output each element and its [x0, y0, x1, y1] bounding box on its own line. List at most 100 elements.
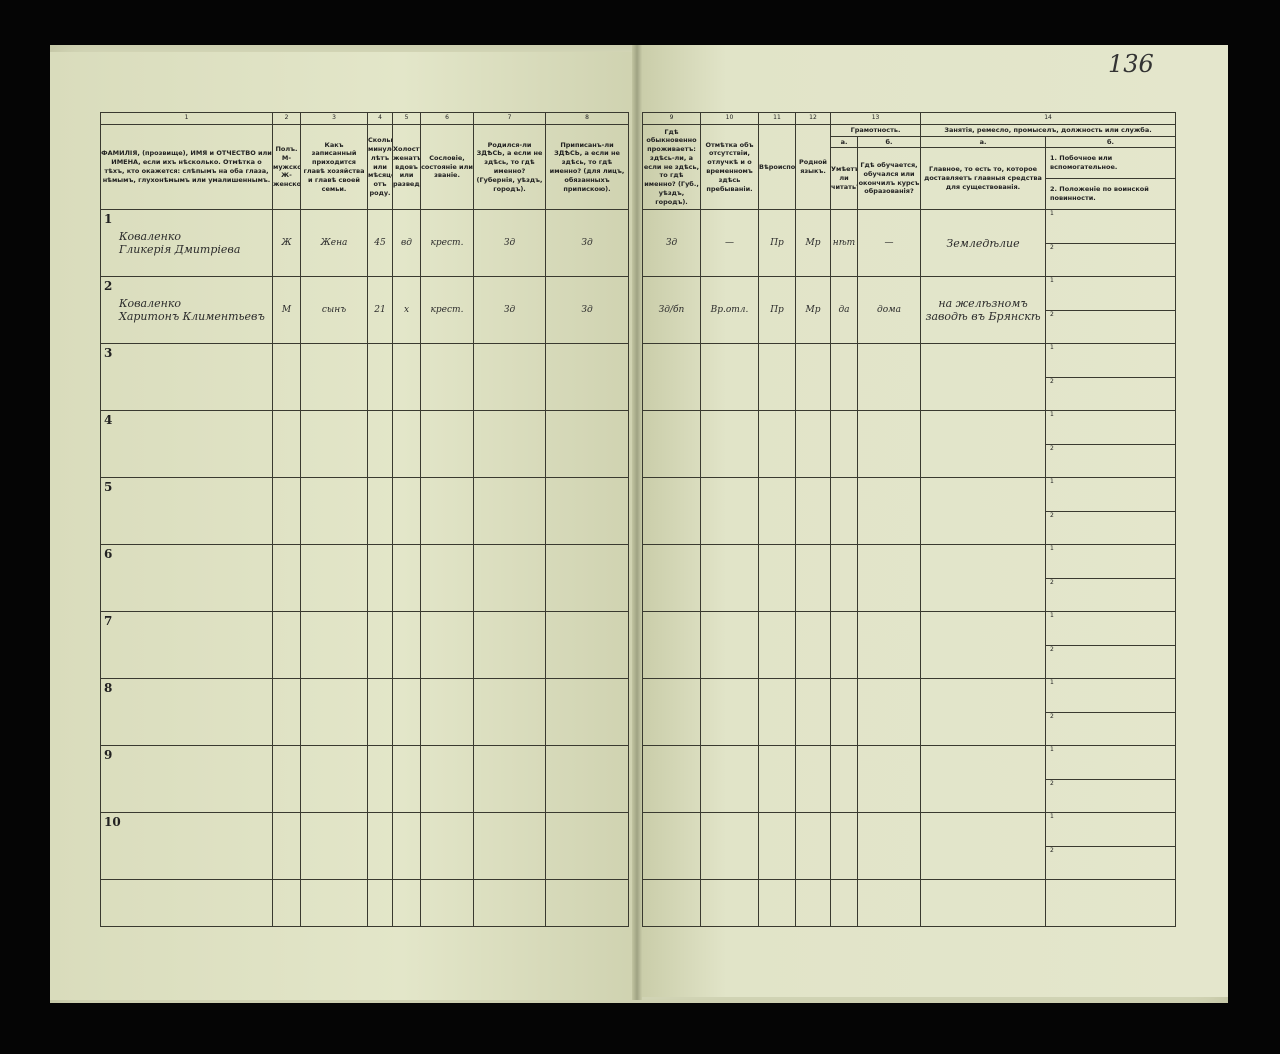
col-number: 13 [829, 112, 922, 125]
table-row: 1 Коваленко Гликерія Дмитріева Ж Жена 45 вд кре… [100, 209, 629, 277]
col-number: 9 [642, 112, 701, 125]
table-subrow: 2 [643, 645, 1177, 679]
column-number-row: 9 10 11 12 13 14 [642, 112, 1177, 125]
header-literacy: Грамотность. [829, 124, 922, 137]
col-number: 12 [795, 112, 831, 125]
sub-line-number: 1 [1050, 813, 1054, 821]
right-census-table: 9 10 11 12 13 14 Гдѣ обыкновенно прожива… [642, 112, 1177, 927]
row-number: 3 [104, 346, 113, 360]
table-subrow: 2 [643, 578, 1177, 612]
table-row: 1 [642, 343, 1177, 411]
handwritten-occupation: Земледѣлие [946, 236, 1020, 250]
handwritten-residence: Зд [665, 238, 678, 248]
handwritten-age: 45 [374, 238, 386, 248]
sub-line-number: 1 [1050, 210, 1054, 218]
row-number: 10 [104, 815, 121, 829]
handwritten-language: Мр [805, 305, 821, 315]
header-row: Гдѣ обыкновенно проживаетъ: здѣсь-ли, а … [642, 124, 1177, 210]
blank-row [642, 879, 1177, 927]
table-row: 5 [100, 477, 629, 545]
sub-line-number: 2 [1050, 378, 1054, 386]
handwritten-language: Мр [805, 238, 821, 248]
sub-letter: б. [1045, 136, 1177, 148]
row-number: 5 [104, 480, 113, 494]
sub-letter: б. [856, 136, 922, 148]
handwritten-marital: х [403, 305, 410, 315]
sub-line-number: 2 [1050, 512, 1054, 520]
table-row: 1 [642, 611, 1177, 679]
header-can-read: Умѣетъ-ли читать? [830, 147, 858, 210]
sub-line-number: 1 [1050, 679, 1054, 687]
header-education: Гдѣ обучается, обучался или окончилъ кур… [856, 147, 922, 210]
page-number: 136 [1108, 50, 1154, 78]
handwritten-religion: Пр [770, 238, 784, 248]
row-number: 1 [104, 212, 113, 226]
handwritten-born: Зд [503, 238, 516, 248]
header-subrow: Умѣетъ-ли читать? Гдѣ обучается, обучалс… [643, 147, 1177, 210]
handwritten-occupation: на желѣзномъ заводѣ въ Брянскѣ [925, 297, 1041, 323]
sub-line-number: 1 [1050, 277, 1054, 285]
sub-line-number: 1 [1050, 746, 1054, 754]
handwritten-name1: Коваленко [119, 230, 182, 243]
table-subrow: 2 [643, 712, 1177, 746]
table-subrow: 2 [643, 779, 1177, 813]
handwritten-relation: Жена [320, 238, 348, 248]
header-residence: Гдѣ обыкновенно проживаетъ: здѣсь-ли, а … [642, 124, 701, 210]
col-number: 2 [272, 112, 301, 125]
table-row: 1 [642, 477, 1177, 545]
column-header: Полъ. М-мужской. Ж-женской. [272, 124, 301, 210]
handwritten-born: Зд [503, 305, 516, 315]
column-header: Приписанъ-ли ЗДѢСЬ, а если не здѣсь, то … [545, 124, 629, 210]
handwritten-name2: Гликерія Дмитріева [119, 243, 241, 256]
handwritten-relation: сынъ [321, 305, 347, 315]
handwritten-name2: Харитонъ Климентьевъ [119, 310, 265, 323]
handwritten-education: дома [877, 305, 901, 315]
table-row: 4 [100, 410, 629, 478]
sub-line-number: 2 [1050, 713, 1054, 721]
table-row: Зд/бп Вр.отл. Пр Мр да дома на желѣзномъ завод… [642, 276, 1177, 344]
header-religion: Вѣроисповѣданіе. [758, 124, 796, 210]
handwritten-estate: крест. [430, 238, 464, 248]
sub-line-number: 1 [1050, 411, 1054, 419]
col-number: 8 [545, 112, 629, 125]
sub-line-number: 1 [1050, 612, 1054, 620]
table-subrow: 2 [643, 377, 1177, 411]
row-number: 6 [104, 547, 113, 561]
table-row: Зд — Пр Мр нѣт — Земледѣлие 1 [642, 209, 1177, 277]
col-number: 14 [920, 112, 1177, 125]
col-number: 7 [473, 112, 546, 125]
header-subrow: 2. Положеніе по воинской повинности. [643, 178, 1177, 210]
header-military-status: 2. Положеніе по воинской повинности. [1045, 178, 1177, 210]
sub-line-number: 2 [1050, 579, 1054, 587]
header-occupation: Занятія, ремесло, промыселъ, должность и… [920, 124, 1177, 137]
col-number: 5 [392, 112, 421, 125]
row-number: 9 [104, 748, 113, 762]
column-header: ФАМИЛІЯ, (прозвище), ИМЯ и ОТЧЕСТВО или … [100, 124, 273, 210]
header-row: ФАМИЛІЯ, (прозвище), ИМЯ и ОТЧЕСТВО или … [100, 124, 629, 210]
table-row: 8 [100, 678, 629, 746]
handwritten-registered: Зд [581, 238, 593, 248]
sub-line-number: 2 [1050, 311, 1054, 319]
handwritten-marital: вд [401, 238, 412, 248]
header-secondary-occupation: 1. Побочное или вспомогательное. [1045, 147, 1177, 179]
handwritten-literate: нѣт [832, 238, 856, 248]
col-number: 10 [700, 112, 759, 125]
handwritten-age: 21 [374, 305, 386, 315]
col-number: 3 [300, 112, 368, 125]
table-row: 10 [100, 812, 629, 880]
table-row: 6 [100, 544, 629, 612]
sub-line-number: 1 [1050, 478, 1054, 486]
sub-line-number: 2 [1050, 244, 1054, 252]
header-language: Родной языкъ. [795, 124, 831, 210]
table-row: 1 [642, 678, 1177, 746]
column-header: Сколько минуло лѣтъ или мѣсяцевъ отъ род… [367, 124, 393, 210]
col-number: 1 [100, 112, 273, 125]
page-fold [632, 45, 642, 1000]
handwritten-education: — [884, 238, 894, 248]
row-number: 4 [104, 413, 113, 427]
sub-letter: а. [920, 136, 1047, 148]
sub-letter: а. [830, 136, 858, 148]
